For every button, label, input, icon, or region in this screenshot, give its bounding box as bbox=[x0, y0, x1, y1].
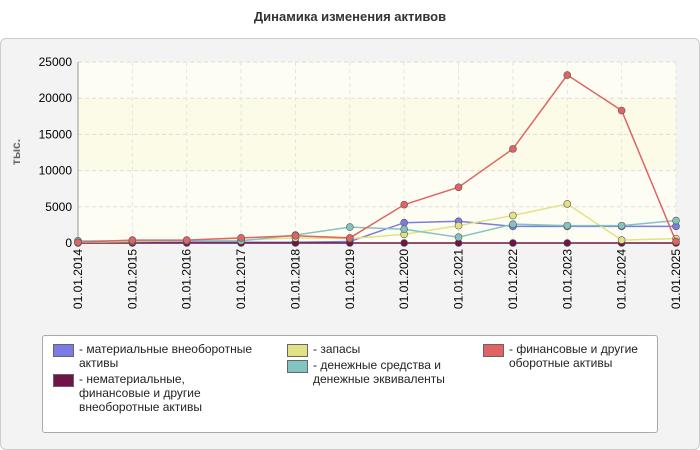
chart-title: Динамика изменения активов bbox=[254, 9, 446, 24]
legend-swatch bbox=[287, 344, 308, 357]
data-point bbox=[291, 231, 300, 240]
legend-swatch bbox=[287, 360, 308, 373]
x-tick-label: 01.01.2021 bbox=[452, 249, 466, 309]
y-axis-label: тыс. bbox=[9, 139, 23, 165]
legend-item: - нематериальные, финансовые и другие вн… bbox=[53, 372, 253, 414]
data-point bbox=[672, 216, 680, 225]
legend-label: - запасы bbox=[313, 342, 361, 356]
x-tick-label: 01.01.2025 bbox=[669, 249, 683, 309]
legend-label: - денежные средства и денежные эквивален… bbox=[313, 358, 445, 386]
legend-item: - запасы bbox=[287, 342, 457, 357]
legend-swatch bbox=[53, 374, 74, 387]
data-point bbox=[454, 221, 463, 230]
data-point bbox=[563, 239, 572, 247]
data-point bbox=[509, 211, 517, 220]
data-point bbox=[74, 238, 82, 247]
data-point bbox=[346, 223, 354, 231]
data-point bbox=[563, 71, 572, 79]
y-tick-label: 10000 bbox=[39, 164, 73, 178]
x-tick-label: 01.01.2015 bbox=[125, 249, 139, 309]
legend-item: - финансовые и другие оборотные активы bbox=[483, 342, 653, 370]
data-point bbox=[563, 200, 572, 208]
data-point bbox=[617, 106, 626, 115]
plot-band bbox=[78, 98, 676, 171]
data-point bbox=[617, 221, 626, 230]
data-point bbox=[400, 225, 408, 234]
series-line bbox=[77, 74, 677, 244]
y-tick-label: 5000 bbox=[45, 200, 72, 214]
data-point bbox=[128, 236, 137, 244]
legend-column: - финансовые и другие оборотные активы bbox=[483, 342, 653, 372]
legend: - материальные внеоборотные активы - нема… bbox=[42, 335, 658, 433]
data-point bbox=[182, 236, 191, 244]
data-point bbox=[509, 145, 517, 153]
x-tick-label: 01.01.2017 bbox=[234, 249, 248, 309]
data-point bbox=[237, 234, 245, 242]
data-point bbox=[509, 220, 517, 228]
y-tick-label: 25000 bbox=[39, 55, 73, 69]
data-point bbox=[346, 234, 354, 242]
legend-item: - материальные внеоборотные активы bbox=[53, 342, 253, 370]
y-tick-label: 15000 bbox=[39, 127, 73, 141]
data-point bbox=[617, 236, 626, 244]
x-tick-label: 01.01.2020 bbox=[397, 249, 411, 309]
data-point bbox=[672, 237, 680, 246]
data-point bbox=[563, 221, 572, 230]
legend-swatch bbox=[53, 344, 74, 357]
y-tick-label: 20000 bbox=[39, 91, 73, 105]
data-point bbox=[400, 239, 408, 247]
legend-column: - материальные внеоборотные активы - нема… bbox=[53, 342, 253, 416]
x-tick-label: 01.01.2019 bbox=[343, 249, 357, 309]
legend-swatch bbox=[483, 344, 504, 357]
data-point bbox=[400, 218, 408, 227]
data-point bbox=[509, 239, 517, 247]
legend-column: - запасы - денежные средства и денежные э… bbox=[287, 342, 457, 388]
data-point bbox=[454, 183, 463, 192]
x-tick-label: 01.01.2023 bbox=[560, 249, 574, 309]
x-tick-label: 01.01.2024 bbox=[615, 249, 629, 309]
legend-label: - материальные внеоборотные активы bbox=[79, 342, 252, 370]
x-tick-label: 01.01.2014 bbox=[71, 249, 85, 309]
legend-item: - денежные средства и денежные эквивален… bbox=[287, 358, 457, 386]
x-tick-label: 01.01.2018 bbox=[288, 249, 302, 309]
data-point bbox=[400, 200, 408, 209]
legend-label: - финансовые и другие оборотные активы bbox=[509, 342, 638, 370]
x-tick-label: 01.01.2022 bbox=[506, 249, 520, 309]
y-tick-label: 0 bbox=[65, 236, 72, 250]
x-tick-label: 01.01.2016 bbox=[180, 249, 194, 309]
data-point bbox=[454, 233, 463, 242]
legend-label: - нематериальные, финансовые и другие вн… bbox=[79, 372, 202, 414]
